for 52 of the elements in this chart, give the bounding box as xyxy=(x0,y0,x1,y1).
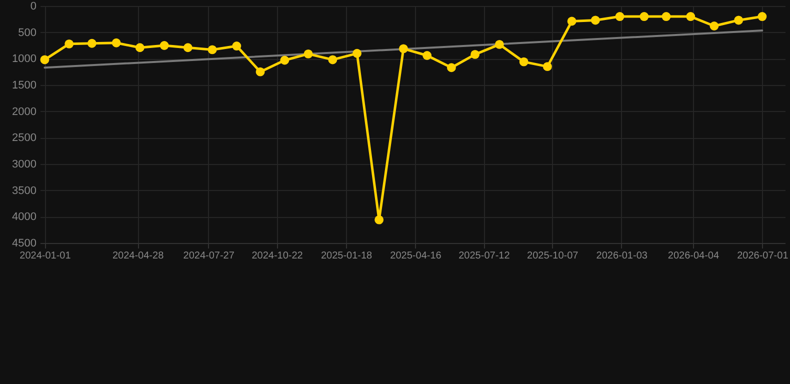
point xyxy=(446,63,456,72)
point xyxy=(87,38,96,48)
point xyxy=(542,62,552,72)
y-tick-label: 2000 xyxy=(12,106,36,118)
point xyxy=(398,44,408,54)
x-tick-label: 2026-01-03 xyxy=(596,250,648,262)
point xyxy=(64,39,74,48)
point xyxy=(422,51,432,60)
point xyxy=(734,16,744,25)
point xyxy=(183,43,192,52)
point xyxy=(710,22,719,30)
point xyxy=(135,43,144,52)
point xyxy=(256,67,265,76)
point xyxy=(280,56,290,65)
point xyxy=(567,16,576,26)
point xyxy=(208,45,217,54)
point xyxy=(494,40,504,49)
x-tick-label: 2025-04-16 xyxy=(390,250,442,262)
point xyxy=(470,50,480,59)
x-tick-label: 2026-07-01 xyxy=(737,250,789,262)
point xyxy=(328,55,338,64)
x-tick-label: 2026-04-04 xyxy=(668,250,720,262)
x-tick-label: 2025-10-07 xyxy=(527,250,579,262)
x-tick-label: 2024-10-22 xyxy=(252,250,304,262)
point xyxy=(758,12,767,21)
y-tick-label: 4500 xyxy=(12,238,36,250)
x-tick-label: 2024-04-28 xyxy=(112,250,164,262)
y-tick-label: 500 xyxy=(18,26,36,39)
y-tick-label: 0 xyxy=(30,0,36,12)
y-tick-label: 1000 xyxy=(12,53,36,66)
point xyxy=(304,49,313,58)
point xyxy=(232,42,242,50)
point xyxy=(519,57,528,66)
point xyxy=(352,48,362,58)
point xyxy=(374,215,384,224)
y-tick-label: 4000 xyxy=(12,211,36,224)
x-tick-label: 2025-01-18 xyxy=(320,250,373,262)
point xyxy=(590,16,600,25)
y-tick-label: 1500 xyxy=(12,80,36,92)
point xyxy=(640,12,649,21)
point xyxy=(615,12,624,21)
x-tick-label: 2025-07-12 xyxy=(458,250,510,262)
x-tick-label: 2024-07-27 xyxy=(183,250,235,262)
y-tick-label: 2500 xyxy=(12,132,36,144)
point xyxy=(686,12,696,21)
x-tick-label: 2024-01-01 xyxy=(20,250,72,262)
point xyxy=(662,12,671,21)
point xyxy=(160,41,169,50)
point xyxy=(40,55,50,64)
y-tick-label: 3500 xyxy=(12,184,36,197)
point xyxy=(112,38,121,48)
y-tick-label: 3000 xyxy=(12,158,36,170)
